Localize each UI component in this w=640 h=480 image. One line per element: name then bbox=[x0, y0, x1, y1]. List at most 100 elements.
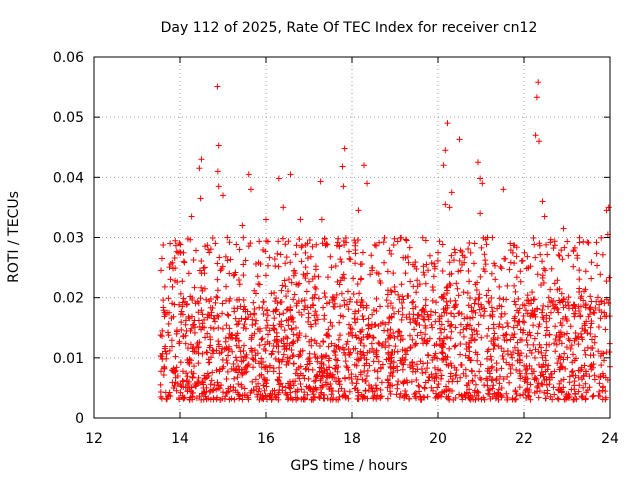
data-point bbox=[305, 314, 312, 321]
data-point bbox=[377, 386, 384, 393]
data-point bbox=[571, 378, 578, 385]
data-point bbox=[214, 379, 221, 386]
data-point bbox=[568, 369, 575, 376]
data-point bbox=[185, 270, 192, 277]
data-point bbox=[587, 324, 594, 331]
data-point bbox=[375, 339, 382, 346]
data-point bbox=[551, 391, 558, 398]
data-point bbox=[227, 256, 234, 263]
data-point bbox=[422, 280, 429, 287]
data-point bbox=[276, 386, 283, 393]
data-point bbox=[584, 344, 591, 351]
data-point bbox=[283, 293, 290, 300]
data-point bbox=[337, 277, 344, 284]
data-point bbox=[484, 382, 491, 389]
data-point bbox=[527, 396, 534, 403]
data-point bbox=[451, 246, 458, 253]
data-point bbox=[369, 385, 376, 392]
data-point bbox=[483, 292, 490, 299]
data-point bbox=[399, 311, 406, 318]
data-point bbox=[323, 332, 330, 339]
data-point bbox=[172, 367, 179, 374]
data-point bbox=[489, 363, 496, 370]
data-point bbox=[245, 243, 252, 250]
data-point bbox=[225, 334, 232, 341]
data-point bbox=[588, 336, 595, 343]
data-point bbox=[472, 372, 479, 379]
data-point bbox=[431, 260, 438, 267]
data-point bbox=[595, 348, 602, 355]
data-point bbox=[423, 261, 430, 268]
data-point bbox=[431, 352, 438, 359]
data-point bbox=[587, 304, 594, 311]
data-point bbox=[498, 392, 505, 399]
data-point bbox=[442, 201, 449, 208]
data-point bbox=[474, 159, 481, 166]
data-point bbox=[276, 370, 283, 377]
data-point bbox=[167, 240, 174, 247]
data-point bbox=[192, 247, 199, 254]
data-point bbox=[401, 395, 408, 402]
data-point bbox=[165, 295, 172, 302]
data-point bbox=[312, 308, 319, 315]
data-point bbox=[558, 340, 565, 347]
data-point bbox=[547, 309, 554, 316]
data-point bbox=[209, 387, 216, 394]
data-point bbox=[462, 394, 469, 401]
data-point bbox=[189, 294, 196, 301]
data-point bbox=[288, 325, 295, 332]
data-point bbox=[555, 251, 562, 258]
data-point bbox=[385, 379, 392, 386]
data-point bbox=[544, 390, 551, 397]
data-point bbox=[539, 371, 546, 378]
data-point bbox=[260, 359, 267, 366]
data-point bbox=[361, 162, 368, 169]
data-point bbox=[473, 392, 480, 399]
data-point bbox=[160, 242, 167, 249]
data-point bbox=[198, 284, 205, 291]
data-point bbox=[275, 238, 282, 245]
data-point bbox=[196, 165, 203, 172]
data-point bbox=[281, 327, 288, 334]
data-point bbox=[512, 387, 519, 394]
data-point bbox=[353, 362, 360, 369]
data-point bbox=[439, 356, 446, 363]
data-point bbox=[260, 394, 267, 401]
data-point bbox=[586, 373, 593, 380]
data-point bbox=[578, 366, 585, 373]
data-point bbox=[233, 241, 240, 248]
data-point bbox=[541, 377, 548, 384]
data-point bbox=[390, 365, 397, 372]
data-point bbox=[232, 269, 239, 276]
data-point bbox=[228, 395, 235, 402]
data-point bbox=[412, 389, 419, 396]
data-point bbox=[554, 286, 561, 293]
data-point bbox=[507, 365, 514, 372]
data-point bbox=[429, 297, 436, 304]
data-point bbox=[487, 395, 494, 402]
data-point bbox=[539, 272, 546, 279]
data-point bbox=[375, 358, 382, 365]
data-point bbox=[303, 288, 310, 295]
data-point bbox=[220, 363, 227, 370]
data-point bbox=[191, 329, 198, 336]
data-point bbox=[216, 254, 223, 261]
data-point bbox=[229, 335, 236, 342]
data-point bbox=[224, 389, 231, 396]
data-point bbox=[202, 375, 209, 382]
data-point bbox=[546, 341, 553, 348]
data-point bbox=[294, 386, 301, 393]
data-point bbox=[328, 391, 335, 398]
data-point bbox=[522, 367, 529, 374]
data-point bbox=[548, 298, 555, 305]
data-point bbox=[556, 297, 563, 304]
data-point bbox=[270, 365, 277, 372]
data-point bbox=[550, 384, 557, 391]
data-point bbox=[554, 305, 561, 312]
data-point bbox=[588, 298, 595, 305]
data-point bbox=[523, 265, 530, 272]
data-point bbox=[468, 335, 475, 342]
data-point bbox=[337, 256, 344, 263]
data-point bbox=[424, 365, 431, 372]
data-point bbox=[515, 295, 522, 302]
